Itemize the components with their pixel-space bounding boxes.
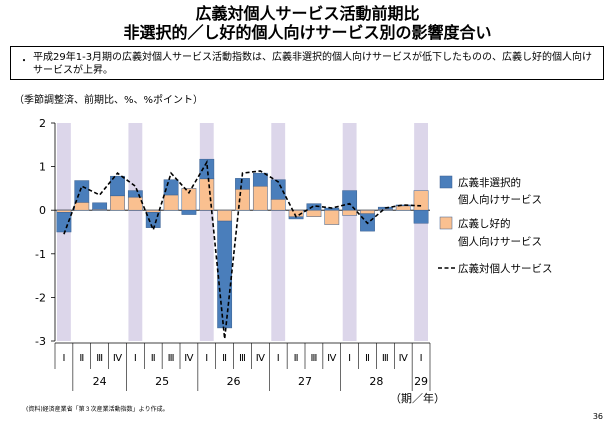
bar-non-selective (270, 179, 286, 200)
chart-title: 広義対個人サービス活動前期比 (195, 4, 420, 23)
bar-non-selective (163, 179, 179, 196)
bar-non-selective (127, 190, 143, 198)
year-label: 25 (155, 375, 169, 388)
quarter-label: Ⅳ (113, 353, 123, 364)
bar-non-selective (217, 220, 233, 329)
quarter-label: Ⅳ (399, 353, 409, 364)
bar-preference (145, 209, 161, 213)
shade-band (414, 123, 428, 341)
bar-preference (217, 209, 233, 222)
bar-non-selective (92, 202, 108, 210)
bar-preference (306, 209, 322, 217)
y-tick-label: -2 (35, 291, 46, 304)
quarter-label: Ⅳ (327, 353, 337, 364)
bar-non-selective (110, 175, 125, 197)
bar-non-selective (252, 172, 268, 187)
total-line (63, 159, 422, 339)
quarter-label: Ⅱ (294, 353, 299, 364)
quarter-label: Ⅲ (382, 353, 389, 364)
y-tick-label: 1 (39, 161, 46, 174)
quarter-label: Ⅱ (151, 353, 156, 364)
legend-label-non-selective-2: 個人向けサービス (458, 193, 542, 206)
quarter-label: Ⅰ (134, 353, 137, 364)
quarter-label: Ⅱ (365, 353, 370, 364)
year-label: 26 (227, 375, 241, 388)
y-tick-label: 2 (39, 117, 46, 130)
bar-preference (110, 195, 125, 211)
bar-preference (324, 209, 340, 225)
period-label: （期／年） (390, 391, 445, 405)
quarter-label: Ⅰ (348, 353, 351, 364)
y-tick-label: 0 (39, 204, 46, 217)
quarter-label: Ⅱ (222, 353, 227, 364)
shade-band (128, 123, 143, 341)
bar-preference (74, 202, 90, 211)
quarter-label: Ⅲ (168, 353, 175, 364)
quarter-label: Ⅰ (62, 353, 65, 364)
bar-preference (252, 185, 268, 211)
chart-subtitle: 非選択的／し好的個人向けサービス別の影響度合い (123, 23, 492, 42)
quarter-label: Ⅲ (310, 353, 317, 364)
year-label: 29 (414, 375, 428, 388)
bar-non-selective (56, 212, 72, 233)
bar-preference (413, 190, 429, 211)
bar-preference (163, 194, 179, 211)
shade-band (342, 123, 357, 341)
note-text: 平成29年1-3月期の広義対個人サービス活動指数は、広義非選択的個人向けサービス… (33, 52, 593, 76)
quarter-label: Ⅳ (256, 353, 266, 364)
bar-preference (127, 196, 143, 211)
source-note: (資料)経済産業省「第３次産業活動指数」より作成。 (26, 406, 169, 413)
y-tick-label: -3 (35, 335, 46, 348)
note-bullet: ・ (19, 56, 29, 67)
bar-non-selective (413, 209, 429, 224)
quarter-label: Ⅰ (420, 353, 423, 364)
bar-preference (56, 209, 72, 213)
bar-non-selective (181, 209, 197, 215)
quarter-label: Ⅰ (205, 353, 208, 364)
quarter-label: Ⅱ (79, 353, 84, 364)
bar-non-selective (199, 158, 215, 180)
bar-preference (360, 209, 375, 214)
quarter-label: Ⅲ (96, 353, 103, 364)
year-label: 28 (369, 375, 383, 388)
bar-non-selective (342, 190, 358, 211)
legend-label-preference-1: 広義し好的 (458, 217, 511, 230)
bar-non-selective (306, 203, 322, 211)
shade-band (199, 123, 214, 341)
shade-band (271, 123, 286, 341)
y-tick-label: -1 (35, 248, 46, 261)
quarter-label: Ⅳ (184, 353, 194, 364)
year-label: 24 (93, 375, 107, 388)
year-label: 27 (298, 375, 312, 388)
legend-swatch-non-selective (439, 175, 453, 189)
bar-non-selective (74, 180, 90, 203)
bar-non-selective (235, 178, 250, 190)
legend-label-non-selective-1: 広義非選択的 (458, 176, 521, 189)
legend-label-total: 広義対個人サービス (458, 262, 553, 275)
bar-preference (235, 189, 250, 211)
bar-non-selective (395, 204, 411, 207)
bar-preference (270, 199, 286, 211)
summary-note: ・ 平成29年1-3月期の広義対個人サービス活動指数は、広義非選択的個人向けサー… (10, 46, 604, 80)
unit-label: （季節調整済、前期比、%、%ポイント） (14, 95, 204, 106)
quarter-label: Ⅲ (239, 353, 246, 364)
legend-label-preference-2: 個人向けサービス (458, 235, 542, 248)
bar-preference (342, 209, 358, 216)
page-number: 36 (592, 412, 603, 421)
legend-swatch-preference (439, 216, 453, 230)
quarter-label: Ⅰ (277, 353, 280, 364)
